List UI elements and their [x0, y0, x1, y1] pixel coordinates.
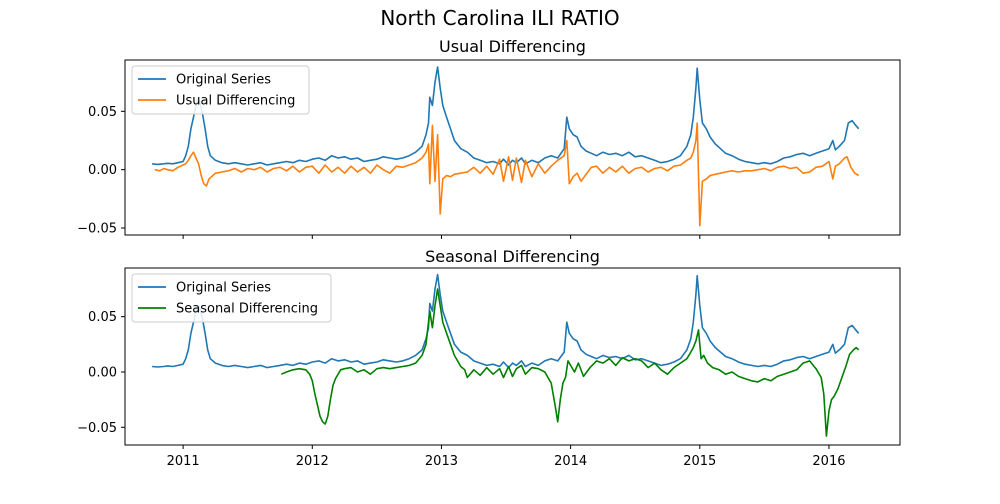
- legend-label: Usual Differencing: [176, 94, 295, 109]
- axes-frame: [124, 59, 901, 236]
- top-panel-title: Usual Differencing: [439, 37, 586, 56]
- bottom-panel: −0.05 0.00 0.05 2011 2012 2013 2014 2015 2016 Ori…: [77, 267, 901, 469]
- legend-label: Original Series: [176, 73, 271, 88]
- bottom-series-seasonal-differencing: [280, 288, 860, 437]
- figure-suptitle: North Carolina ILI RATIO: [380, 6, 619, 30]
- y-tick-label: 0.05: [88, 310, 117, 325]
- x-tick-label: 2011: [167, 454, 200, 469]
- y-tick-label: −0.05: [77, 421, 117, 436]
- top-panel: −0.05 0.00 0.05 Original Series Usual Differ…: [77, 59, 901, 239]
- x-tick-label: 2014: [554, 454, 587, 469]
- y-tick-label: 0.00: [88, 163, 117, 178]
- x-tick-label: 2015: [683, 454, 716, 469]
- legend-label: Seasonal Differencing: [176, 302, 318, 317]
- y-tick-label: 0.00: [88, 365, 117, 380]
- bottom-series-original: [152, 273, 860, 369]
- y-tick-label: −0.05: [77, 222, 117, 237]
- bottom-panel-title: Seasonal Differencing: [425, 247, 600, 266]
- legend: [131, 273, 332, 323]
- top-series-original: [152, 66, 860, 166]
- x-tick-label: 2013: [425, 454, 458, 469]
- x-tick-label: 2016: [812, 454, 845, 469]
- axes-frame: [124, 267, 901, 446]
- top-series-usual-differencing: [154, 122, 860, 227]
- legend-label: Original Series: [176, 281, 271, 296]
- legend: [131, 65, 310, 115]
- y-tick-label: 0.05: [88, 105, 117, 120]
- x-tick-label: 2012: [296, 454, 329, 469]
